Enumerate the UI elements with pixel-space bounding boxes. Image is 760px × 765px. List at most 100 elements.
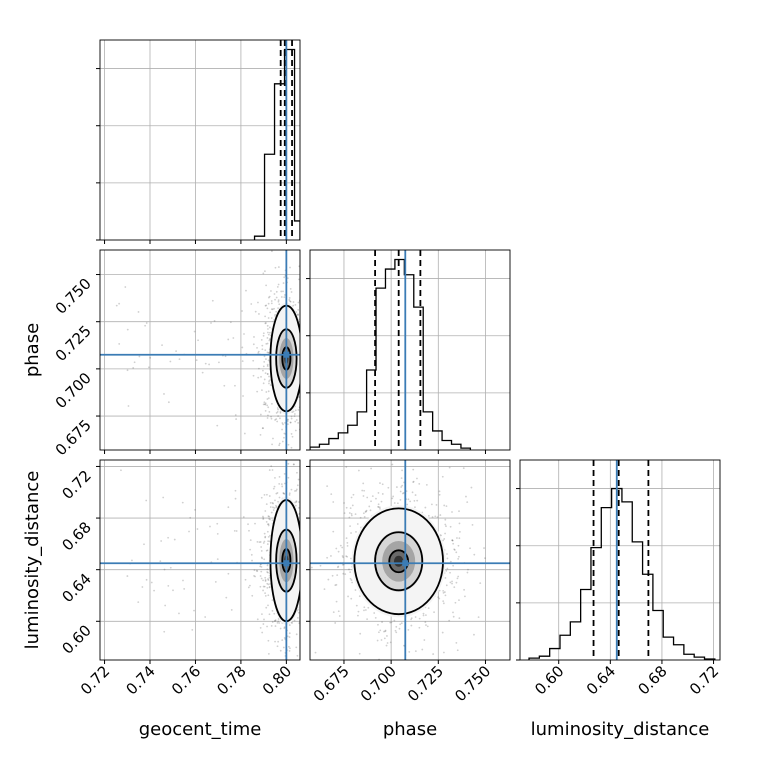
scatter-point — [314, 398, 316, 400]
scatter-point — [456, 577, 459, 580]
scatter-point — [241, 346, 244, 349]
scatter-point — [307, 300, 309, 302]
scatter-point — [290, 446, 293, 449]
scatter-point — [315, 543, 317, 545]
scatter-point — [457, 544, 460, 547]
scatter-point — [216, 533, 219, 535]
scatter-point — [467, 568, 469, 571]
scatter-point — [266, 417, 269, 419]
scatter-point — [213, 320, 216, 322]
scatter-point — [337, 565, 340, 568]
scatter-point — [302, 582, 304, 584]
scatter-point — [314, 344, 316, 346]
scatter-point — [268, 495, 271, 497]
scatter-point — [297, 616, 299, 619]
scatter-point — [297, 421, 300, 424]
scatter-point — [267, 594, 270, 597]
scatter-point — [273, 485, 276, 488]
scatter-point — [302, 518, 304, 520]
scatter-point — [268, 517, 271, 520]
scatter-point — [356, 523, 359, 525]
scatter-point — [314, 612, 316, 614]
scatter-point — [277, 300, 280, 303]
scatter-point — [318, 343, 320, 345]
scatter-point — [327, 578, 330, 581]
scatter-point — [305, 536, 307, 538]
scatter-point — [293, 413, 296, 415]
scatter-point — [235, 418, 238, 420]
y-tick-label: 0.750 — [52, 275, 95, 318]
x-axis-label-phase: phase — [383, 719, 437, 740]
scatter-point — [305, 539, 307, 541]
scatter-point — [230, 609, 233, 611]
scatter-point — [424, 621, 427, 624]
scatter-point — [271, 452, 273, 454]
scatter-point — [304, 359, 306, 361]
scatter-point — [283, 626, 286, 629]
scatter-point — [274, 619, 277, 622]
scatter-point — [376, 639, 379, 642]
scatter-point — [262, 427, 264, 430]
scatter-point — [265, 304, 268, 307]
scatter-point — [256, 570, 259, 573]
scatter-point — [484, 557, 486, 560]
scatter-point — [379, 482, 381, 484]
scatter-point — [366, 496, 369, 499]
scatter-point — [332, 501, 335, 503]
scatter-point — [307, 561, 309, 563]
scatter-point — [458, 599, 460, 602]
scatter-point — [302, 401, 304, 403]
scatter-point — [349, 507, 352, 510]
scatter-point — [273, 612, 276, 615]
scatter-point — [233, 529, 236, 532]
scatter-point — [362, 482, 365, 485]
scatter-point — [266, 373, 269, 375]
scatter-point — [306, 578, 308, 580]
scatter-point — [247, 523, 249, 526]
scatter-point — [312, 538, 314, 540]
scatter-point — [247, 586, 250, 589]
scatter-point — [294, 504, 297, 507]
scatter-point — [266, 523, 269, 526]
scatter-point — [274, 625, 277, 627]
scatter-point — [446, 557, 449, 560]
scatter-point — [264, 579, 267, 581]
scatter-point — [306, 410, 308, 412]
scatter-point — [259, 626, 262, 629]
y-tick-label: 0.72 — [58, 467, 94, 503]
scatter-point — [451, 580, 453, 583]
scatter-point — [164, 604, 167, 607]
scatter-point — [268, 613, 271, 616]
scatter-point — [458, 522, 461, 525]
scatter-point — [446, 567, 449, 570]
panel-frame — [99, 459, 301, 661]
scatter-point — [260, 550, 263, 552]
scatter-point — [274, 298, 276, 301]
scatter-point — [306, 575, 308, 577]
scatter-point — [288, 632, 291, 635]
scatter-point — [301, 352, 303, 354]
x-axis-label-geocent_time: geocent_time — [139, 719, 262, 740]
scatter-point — [143, 543, 145, 546]
scatter-point — [319, 564, 322, 567]
scatter-point — [412, 663, 414, 665]
scatter-point — [271, 469, 274, 471]
scatter-point — [267, 328, 269, 330]
scatter-point — [211, 299, 214, 302]
scatter-point — [278, 303, 281, 306]
scatter-point — [444, 577, 447, 579]
scatter-point — [350, 579, 353, 581]
scatter-point — [262, 272, 265, 275]
scatter-point — [242, 516, 245, 518]
scatter-point — [265, 521, 268, 523]
scatter-point — [369, 509, 372, 512]
scatter-point — [359, 516, 362, 519]
scatter-point — [243, 333, 245, 335]
scatter-point — [321, 512, 323, 514]
scatter-point — [444, 532, 446, 535]
scatter-point — [286, 423, 289, 426]
scatter-point — [269, 311, 272, 314]
scatter-point — [278, 496, 281, 499]
scatter-point — [306, 375, 308, 377]
scatter-point — [316, 593, 318, 595]
